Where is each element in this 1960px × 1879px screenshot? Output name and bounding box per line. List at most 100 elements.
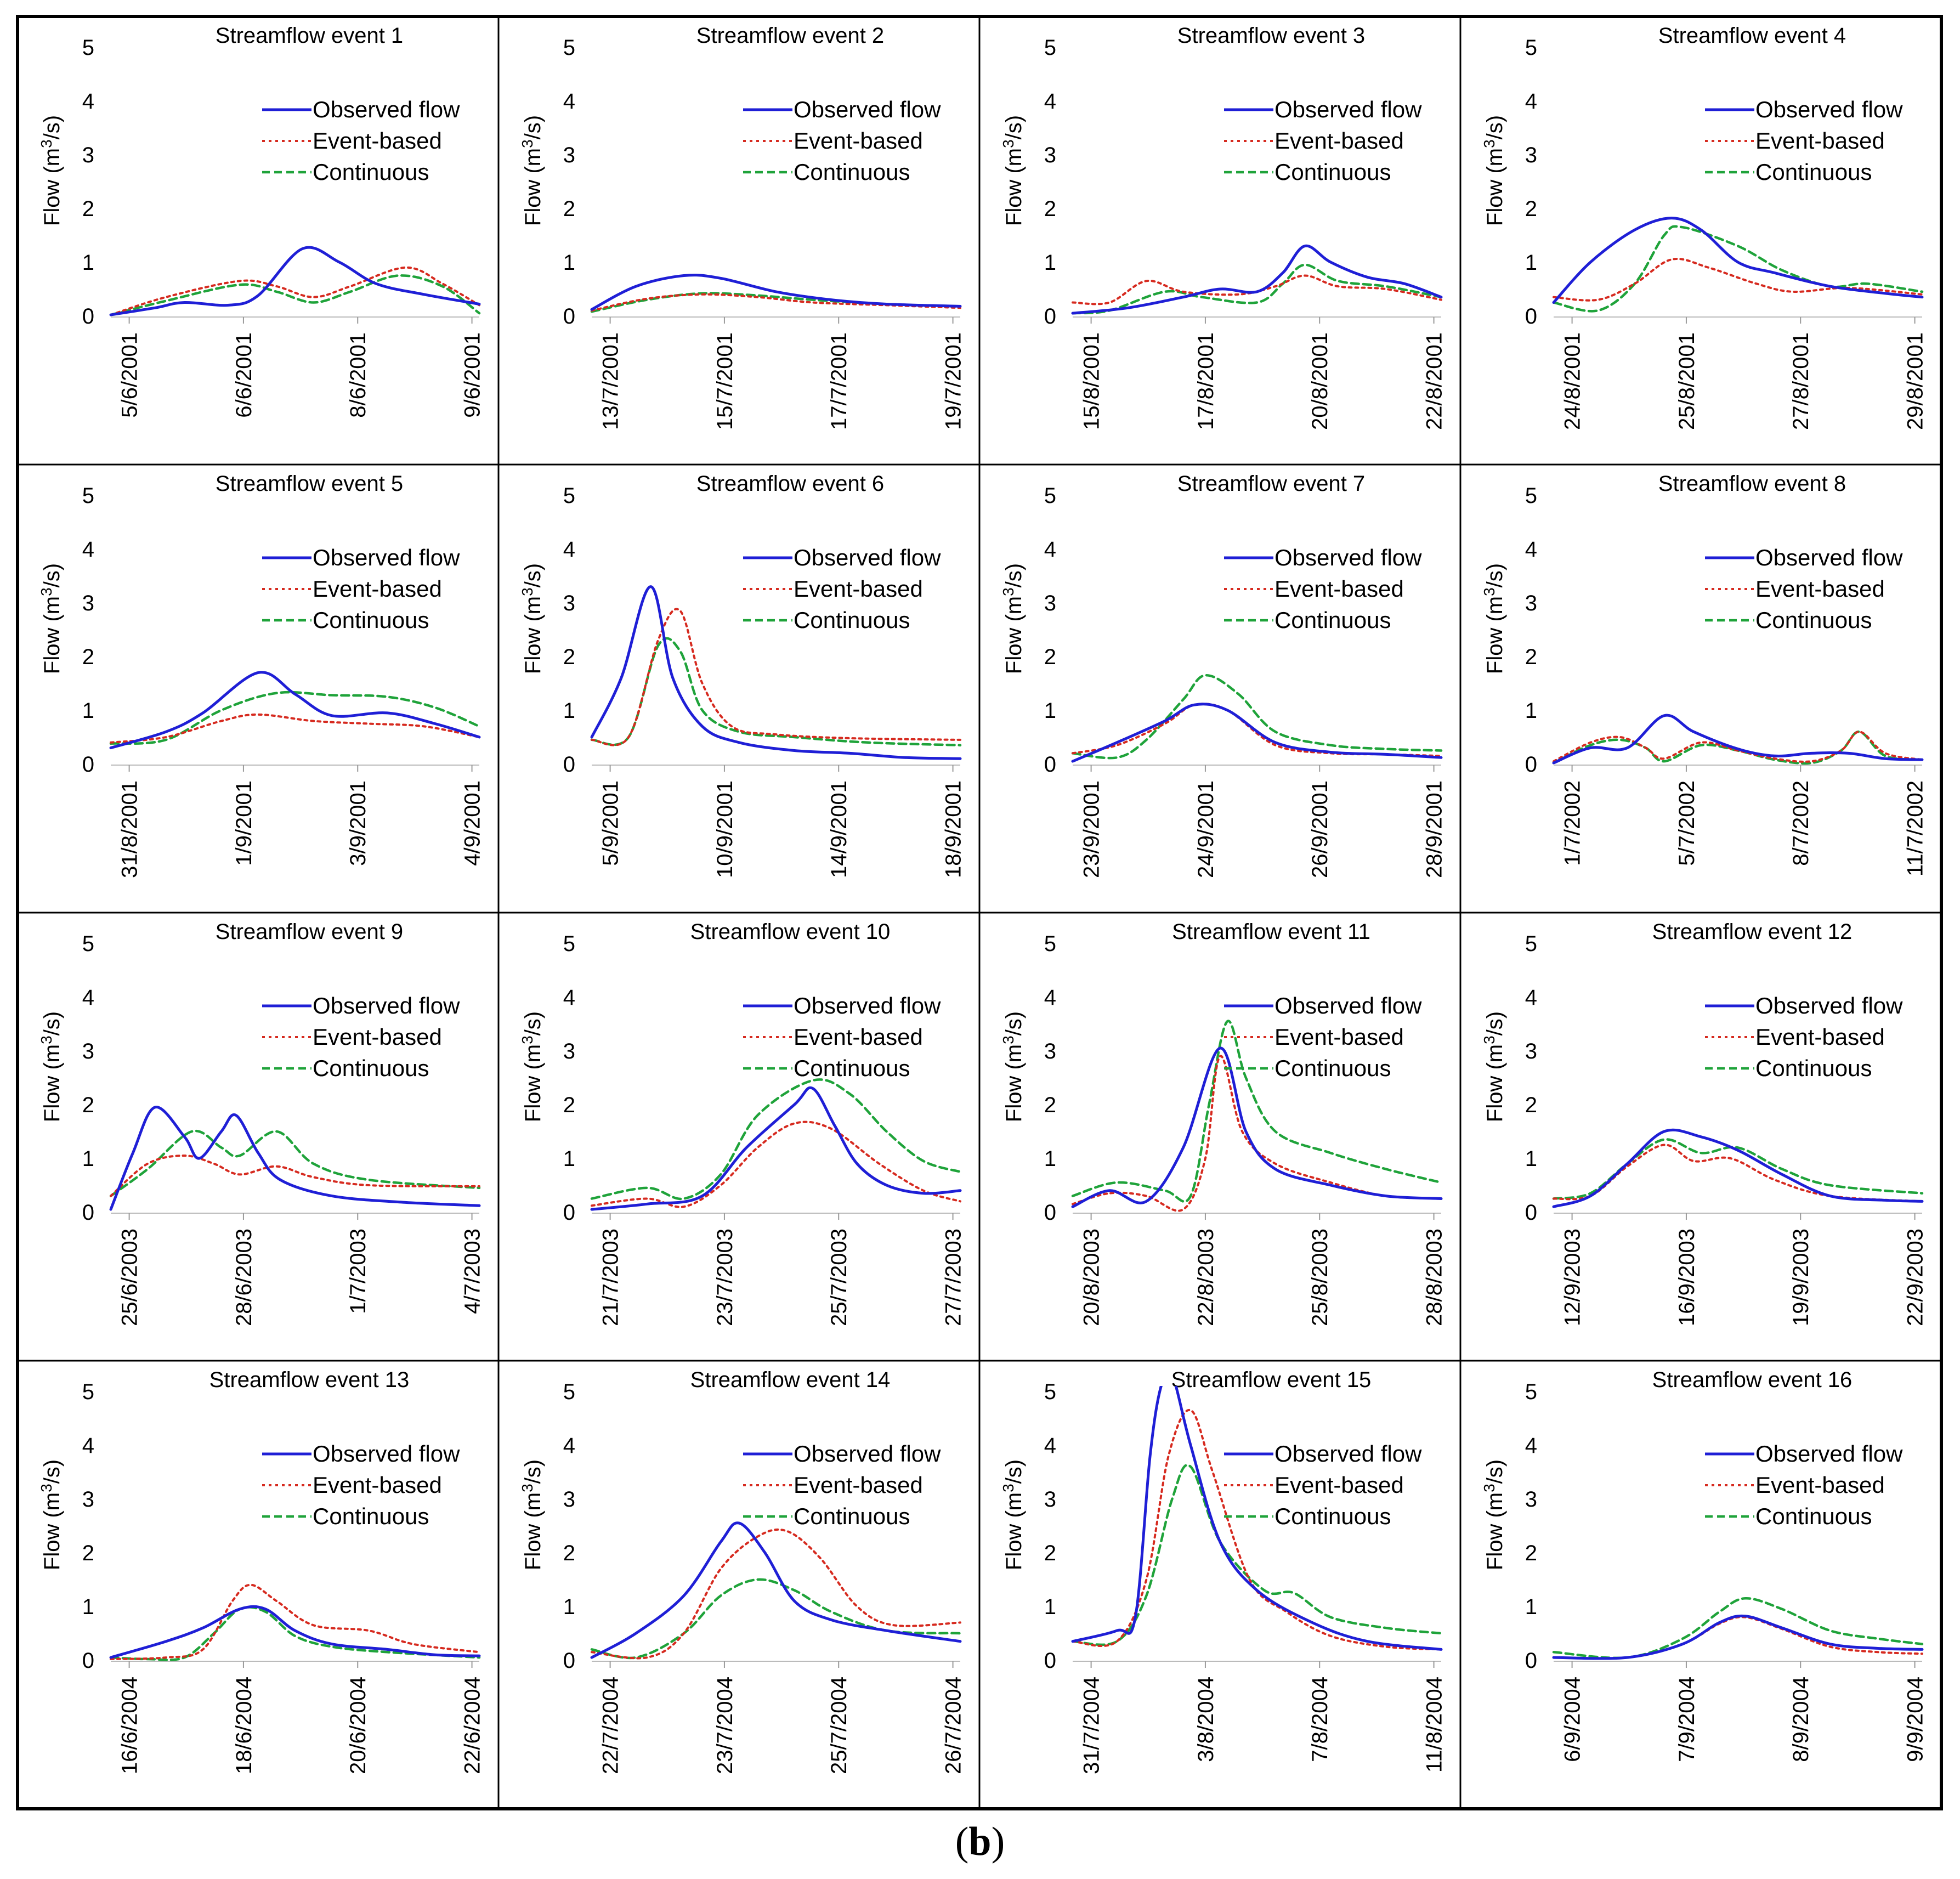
- series-line-continuous: [109, 1129, 481, 1197]
- y-tick-label: 4: [563, 537, 575, 562]
- legend-label: Continuous: [794, 159, 910, 185]
- legend-label: Event-based: [1755, 1472, 1885, 1498]
- x-tick-label: 22/9/2003: [1904, 1229, 1928, 1326]
- chart-legend: Observed flow Event-based Continuous: [1705, 97, 1903, 185]
- y-tick-label: 5: [1044, 36, 1056, 60]
- series-group: [1552, 217, 1924, 313]
- y-axis-label: Flow (m3/s): [38, 563, 64, 674]
- x-tick-label: 28/6/2003: [232, 1229, 256, 1326]
- y-tick-label: 2: [82, 197, 94, 221]
- y-tick-label: 1: [1044, 1147, 1056, 1171]
- y-tick-label: 3: [1044, 1039, 1056, 1063]
- legend-label: Event-based: [313, 1024, 442, 1050]
- caption-letter: b: [968, 1819, 992, 1864]
- y-axis-label: Flow (m3/s): [38, 1011, 64, 1122]
- x-tick-label: 7/9/2004: [1675, 1677, 1699, 1762]
- x-tick-label: 12/9/2003: [1561, 1229, 1585, 1326]
- y-tick-label: 3: [82, 1487, 94, 1512]
- legend-label: Event-based: [1274, 128, 1404, 154]
- series-line-observed-flow: [590, 274, 962, 311]
- series-line-observed-flow: [1552, 1128, 1924, 1208]
- chart-legend: Observed flow Event-based Continuous: [1705, 993, 1903, 1081]
- y-tick-label: 4: [563, 89, 575, 114]
- chart-title: Streamflow event 11: [1172, 920, 1370, 944]
- y-tick-label: 5: [1525, 36, 1537, 60]
- y-axis-label-main: Flow (m: [1483, 148, 1507, 226]
- x-tick-label: 19/9/2003: [1789, 1229, 1813, 1326]
- chart-legend: Observed flow Event-based Continuous: [1224, 545, 1422, 633]
- chart-legend: Observed flow Event-based Continuous: [262, 993, 460, 1081]
- legend-label: Event-based: [313, 576, 442, 602]
- x-tick-label: 24/9/2001: [1194, 780, 1218, 878]
- legend-label: Event-based: [794, 1472, 923, 1498]
- y-axis-label-main: Flow (m: [521, 148, 545, 226]
- series-line-event-based: [591, 1528, 961, 1660]
- legend-label: Observed flow: [794, 1441, 941, 1467]
- series-group: [1071, 1020, 1443, 1212]
- x-tick-label: 4/7/2003: [461, 1229, 485, 1314]
- y-tick-label: 4: [1044, 986, 1056, 1010]
- series-line-event-based: [1553, 731, 1923, 763]
- series-line-observed-flow: [1071, 1386, 1443, 1651]
- legend-label: Continuous: [1755, 159, 1872, 185]
- x-tick-label: 20/8/2001: [1308, 332, 1332, 430]
- x-tick-label: 17/7/2001: [827, 332, 851, 430]
- legend-label: Continuous: [313, 159, 429, 185]
- chart-legend: Observed flow Event-based Continuous: [262, 545, 460, 633]
- y-tick-label: 2: [1044, 197, 1056, 221]
- legend-label: Event-based: [313, 1472, 442, 1498]
- x-tick-label: 1/9/2001: [232, 780, 256, 866]
- y-axis-label-end: /s): [1002, 563, 1026, 587]
- x-tick-label: 28/8/2003: [1423, 1229, 1447, 1326]
- y-axis-label-sup: 3: [1000, 1484, 1017, 1492]
- y-axis-label-end: /s): [1483, 1459, 1507, 1484]
- x-tick-label: 3/9/2001: [346, 780, 370, 866]
- series-line-continuous: [1552, 225, 1924, 313]
- y-tick-label: 3: [1525, 1487, 1537, 1512]
- y-tick-label: 4: [1044, 89, 1056, 114]
- x-tick-label: 22/7/2004: [599, 1677, 623, 1774]
- y-tick-label: 5: [1525, 1380, 1537, 1404]
- x-tick-label: 29/8/2001: [1904, 332, 1928, 430]
- y-axis-label-sup: 3: [38, 587, 55, 596]
- y-axis-label-end: /s): [40, 563, 64, 587]
- legend-label: Continuous: [1274, 607, 1391, 633]
- y-tick-label: 1: [563, 699, 575, 723]
- x-tick-label: 22/8/2001: [1423, 332, 1447, 430]
- series-line-event-based: [1553, 258, 1923, 302]
- legend-label: Event-based: [794, 128, 923, 154]
- y-axis-label-sup: 3: [1481, 1035, 1498, 1044]
- series-line-continuous: [1552, 1138, 1924, 1200]
- y-axis-label-end: /s): [521, 563, 545, 587]
- y-axis-label: Flow (m3/s): [1481, 1459, 1507, 1570]
- y-tick-label: 0: [1525, 752, 1537, 777]
- legend-label: Continuous: [313, 1055, 429, 1081]
- x-tick-label: 4/9/2001: [461, 780, 485, 866]
- y-axis-label-main: Flow (m: [40, 1044, 64, 1122]
- legend-label: Continuous: [794, 607, 910, 633]
- legend-label: Observed flow: [313, 1441, 460, 1467]
- y-axis-label-end: /s): [521, 1011, 545, 1035]
- series-group: [109, 1106, 481, 1211]
- y-tick-label: 3: [1525, 143, 1537, 167]
- chart-title: Streamflow event 14: [690, 1368, 891, 1392]
- y-axis-label: Flow (m3/s): [519, 1011, 545, 1122]
- y-tick-label: 5: [82, 36, 94, 60]
- series-line-observed-flow: [590, 1086, 962, 1211]
- y-axis-label: Flow (m3/s): [1000, 1011, 1026, 1122]
- series-line-continuous: [1071, 674, 1443, 760]
- series-line-event-based: [110, 1583, 480, 1661]
- x-tick-label: 22/8/2003: [1194, 1229, 1218, 1326]
- y-axis-label: Flow (m3/s): [38, 1459, 64, 1570]
- y-axis-label: Flow (m3/s): [38, 115, 64, 226]
- y-axis-label-sup: 3: [1000, 139, 1017, 148]
- chart-title: Streamflow event 8: [1658, 472, 1846, 496]
- x-tick-label: 27/7/2003: [942, 1229, 966, 1326]
- x-tick-label: 7/8/2004: [1308, 1677, 1332, 1762]
